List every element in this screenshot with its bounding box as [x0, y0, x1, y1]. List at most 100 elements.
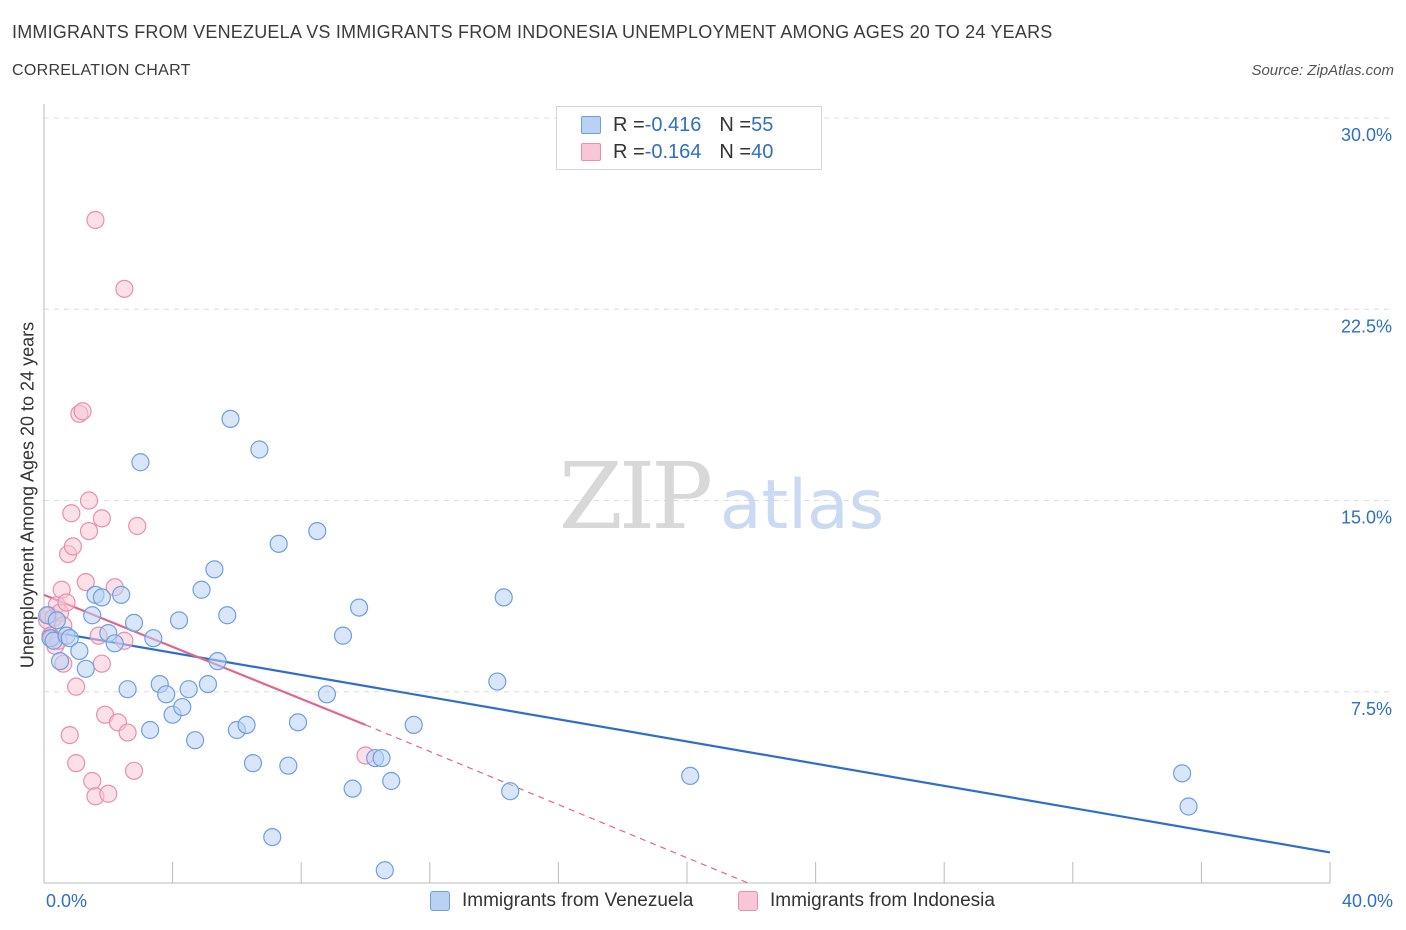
data-point-venezuela — [237, 715, 256, 735]
data-point-venezuela — [124, 613, 144, 633]
bottom-legend-swatch-indonesia — [738, 891, 758, 911]
legend-row-venezuela: R = -0.416 N = 55 — [581, 113, 773, 137]
data-point-indonesia — [128, 516, 147, 536]
data-point-venezuela — [157, 685, 176, 704]
grid-lines: 7.5% 15.0% 22.5% 30.0% — [44, 117, 1392, 719]
data-point-venezuela — [92, 588, 111, 607]
legend-r-label: R = — [613, 113, 645, 136]
data-point-venezuela — [288, 713, 308, 732]
data-point-venezuela — [186, 731, 205, 750]
data-point-indonesia — [60, 725, 79, 745]
data-point-venezuela — [372, 748, 391, 768]
axes — [43, 104, 1331, 884]
data-point-indonesia — [92, 654, 111, 673]
data-point-indonesia — [83, 771, 102, 791]
bottom-legend-swatch-venezuela — [430, 891, 450, 911]
chart-title: IMMIGRANTS FROM VENEZUELA VS IMMIGRANTS … — [12, 22, 1053, 42]
data-point-venezuela — [1173, 764, 1192, 783]
data-point-venezuela — [144, 629, 163, 648]
data-point-venezuela — [218, 606, 237, 625]
data-point-venezuela — [131, 453, 150, 472]
legend-swatch-indonesia — [581, 143, 601, 161]
y-tick-label: 7.5% — [1351, 699, 1392, 719]
data-point-indonesia — [124, 761, 144, 780]
legend-r-label: R = — [613, 140, 645, 163]
data-point-venezuela — [221, 409, 240, 428]
data-point-venezuela — [118, 680, 137, 699]
data-point-venezuela — [333, 626, 353, 645]
data-point-venezuela — [375, 861, 394, 880]
data-point-venezuela — [179, 680, 198, 699]
data-point-venezuela — [382, 771, 401, 791]
bottom-legend-venezuela: Immigrants from Venezuela — [430, 890, 693, 912]
data-point-venezuela — [494, 588, 513, 607]
data-point-venezuela — [60, 629, 79, 648]
data-point-indonesia — [57, 593, 76, 612]
data-point-venezuela — [208, 652, 227, 671]
y-axis-label: Unemployment Among Ages 20 to 24 years — [17, 321, 38, 669]
data-point-indonesia — [67, 677, 86, 696]
chart-subtitle: CORRELATION CHART — [12, 62, 191, 79]
data-point-venezuela — [112, 585, 131, 604]
data-point-indonesia — [63, 537, 83, 556]
data-point-venezuela — [169, 611, 189, 630]
source-credit: Source: ZipAtlas.com — [1251, 62, 1394, 79]
y-tick-label: 30.0% — [1341, 125, 1392, 145]
legend-row-indonesia: R = -0.164 N = 40 — [581, 140, 773, 164]
legend-n-label: N = — [719, 113, 752, 136]
data-point-venezuela — [76, 659, 95, 678]
data-point-venezuela — [70, 641, 89, 661]
data-point-venezuela — [488, 672, 507, 691]
data-point-venezuela — [173, 697, 192, 717]
trend-line-venezuela — [43, 629, 1331, 854]
data-point-indonesia — [79, 521, 99, 541]
data-points — [38, 210, 1198, 880]
watermark: ZIP atlas — [559, 443, 884, 550]
data-point-venezuela — [1179, 797, 1198, 816]
data-point-venezuela — [317, 685, 337, 704]
data-point-venezuela — [343, 779, 362, 798]
data-point-venezuela — [140, 720, 160, 740]
trend-line-indonesia-extended — [365, 724, 749, 884]
data-point-venezuela — [279, 756, 298, 775]
data-point-venezuela — [192, 580, 211, 599]
watermark-atlas: atlas — [720, 466, 884, 545]
y-tick-label: 15.0% — [1341, 508, 1392, 528]
data-point-venezuela — [501, 782, 520, 801]
legend-r-value: -0.416 — [644, 113, 702, 136]
data-point-venezuela — [250, 440, 269, 459]
bottom-legend-label-indonesia: Immigrants from Indonesia — [770, 890, 995, 911]
data-point-indonesia — [99, 784, 118, 803]
data-point-venezuela — [349, 598, 369, 617]
data-point-indonesia — [73, 402, 92, 421]
legend-n-value: 40 — [751, 140, 774, 163]
watermark-zip: ZIP — [559, 443, 710, 550]
data-point-venezuela — [404, 715, 423, 735]
x-tick-label-min: 0.0% — [46, 891, 88, 911]
data-point-venezuela — [198, 674, 218, 694]
bottom-legend-indonesia: Immigrants from Indonesia — [738, 890, 995, 912]
y-tick-label: 22.5% — [1341, 316, 1392, 336]
data-point-venezuela — [243, 754, 263, 773]
data-point-venezuela — [263, 827, 282, 847]
data-point-venezuela — [308, 521, 327, 541]
data-point-indonesia — [67, 754, 86, 773]
data-point-indonesia — [76, 572, 95, 592]
legend-n-label: N = — [719, 140, 752, 163]
data-point-indonesia — [86, 210, 105, 230]
data-point-indonesia — [62, 504, 81, 523]
data-point-venezuela — [205, 560, 224, 579]
data-point-indonesia — [115, 279, 134, 298]
data-point-indonesia — [79, 491, 99, 510]
correlation-legend: R = -0.416 N = 55 R = -0.164 N = 40 — [556, 106, 822, 170]
data-point-indonesia — [118, 723, 137, 742]
data-point-venezuela — [681, 766, 700, 786]
data-point-venezuela — [105, 634, 124, 653]
legend-r-value: -0.164 — [644, 140, 702, 163]
x-tick-label-max: 40.0% — [1341, 891, 1393, 911]
data-point-indonesia — [92, 509, 111, 528]
legend-swatch-venezuela — [581, 116, 601, 134]
bottom-legend-label-venezuela: Immigrants from Venezuela — [462, 890, 694, 911]
data-point-venezuela — [269, 534, 288, 553]
